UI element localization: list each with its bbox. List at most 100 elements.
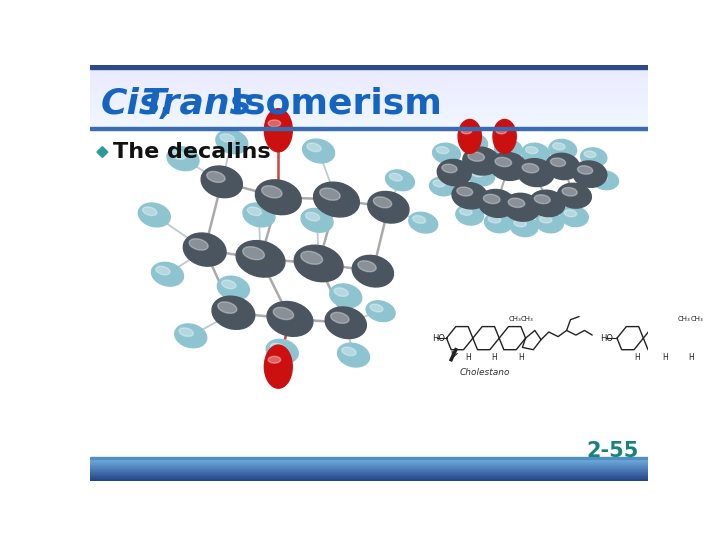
Bar (90, 115, 648, 116)
Bar (90, 471, 648, 472)
Ellipse shape (460, 133, 487, 153)
Ellipse shape (458, 119, 482, 153)
Ellipse shape (536, 213, 564, 233)
Ellipse shape (268, 356, 281, 363)
Bar (90, 73, 648, 75)
Ellipse shape (437, 159, 471, 186)
Ellipse shape (442, 164, 457, 173)
Ellipse shape (553, 143, 565, 150)
Ellipse shape (179, 328, 194, 336)
Ellipse shape (557, 183, 591, 208)
Bar (90, 101, 648, 102)
Ellipse shape (256, 180, 301, 215)
Ellipse shape (261, 186, 282, 198)
Ellipse shape (220, 134, 235, 143)
Ellipse shape (433, 180, 445, 187)
Text: CH₃: CH₃ (521, 316, 534, 322)
Bar (90, 118, 648, 119)
Ellipse shape (366, 301, 395, 322)
Bar (90, 72, 648, 73)
Ellipse shape (488, 216, 500, 223)
Bar (90, 474, 648, 475)
Ellipse shape (464, 137, 476, 144)
Ellipse shape (267, 301, 312, 336)
Ellipse shape (534, 195, 550, 204)
Text: Cis,: Cis, (101, 87, 175, 121)
Bar (90, 70, 648, 71)
Text: H: H (518, 353, 523, 362)
Bar (90, 93, 648, 94)
Ellipse shape (390, 173, 402, 181)
Text: The decalins: The decalins (113, 142, 271, 162)
Bar (90, 97, 648, 98)
Bar (90, 79, 648, 80)
Bar (90, 460, 648, 461)
Bar (90, 125, 648, 126)
Ellipse shape (236, 241, 285, 277)
Ellipse shape (314, 182, 359, 217)
Bar (90, 472, 648, 473)
Bar (90, 465, 648, 466)
Ellipse shape (217, 276, 249, 300)
Bar (90, 126, 648, 127)
Ellipse shape (413, 215, 426, 224)
Bar (90, 94, 648, 95)
Bar (90, 75, 648, 76)
Ellipse shape (526, 147, 538, 154)
Bar (90, 92, 648, 93)
Ellipse shape (546, 153, 580, 180)
Bar (90, 463, 648, 464)
Bar (90, 469, 648, 470)
Ellipse shape (433, 143, 460, 164)
Text: Trans: Trans (141, 87, 251, 121)
Ellipse shape (338, 343, 369, 367)
Ellipse shape (301, 208, 333, 232)
Ellipse shape (151, 262, 184, 286)
Text: H: H (688, 353, 694, 362)
Ellipse shape (171, 151, 186, 159)
Ellipse shape (472, 170, 484, 177)
Bar (90, 86, 648, 87)
Ellipse shape (325, 307, 366, 339)
Ellipse shape (368, 192, 409, 223)
Ellipse shape (508, 198, 525, 207)
Ellipse shape (143, 207, 157, 215)
Bar (90, 120, 648, 122)
Bar (90, 89, 648, 90)
Ellipse shape (522, 164, 539, 173)
Ellipse shape (503, 193, 540, 221)
Bar (90, 80, 648, 81)
Ellipse shape (302, 139, 335, 163)
Bar (90, 457, 648, 459)
Ellipse shape (370, 304, 383, 312)
Ellipse shape (271, 343, 285, 352)
Bar (90, 108, 648, 109)
Ellipse shape (247, 207, 261, 215)
Ellipse shape (514, 220, 526, 227)
Ellipse shape (156, 266, 170, 275)
Bar (90, 77, 648, 78)
Bar (90, 84, 648, 85)
Text: CH₃: CH₃ (508, 316, 521, 322)
Ellipse shape (550, 158, 566, 166)
Bar (90, 459, 648, 460)
Ellipse shape (273, 307, 294, 320)
Bar (90, 476, 648, 477)
Ellipse shape (212, 296, 255, 329)
Text: H: H (465, 353, 471, 362)
Ellipse shape (352, 255, 394, 287)
Ellipse shape (436, 147, 449, 154)
Ellipse shape (264, 109, 292, 152)
Ellipse shape (222, 280, 236, 289)
Ellipse shape (342, 347, 356, 356)
Ellipse shape (307, 143, 321, 152)
Ellipse shape (167, 147, 199, 171)
Ellipse shape (462, 128, 472, 134)
Ellipse shape (330, 284, 361, 308)
Text: Cholestano: Cholestano (460, 368, 510, 377)
Bar (90, 105, 648, 106)
Ellipse shape (452, 183, 487, 209)
Text: HO: HO (433, 334, 446, 343)
Bar (90, 78, 648, 79)
Ellipse shape (577, 166, 593, 174)
